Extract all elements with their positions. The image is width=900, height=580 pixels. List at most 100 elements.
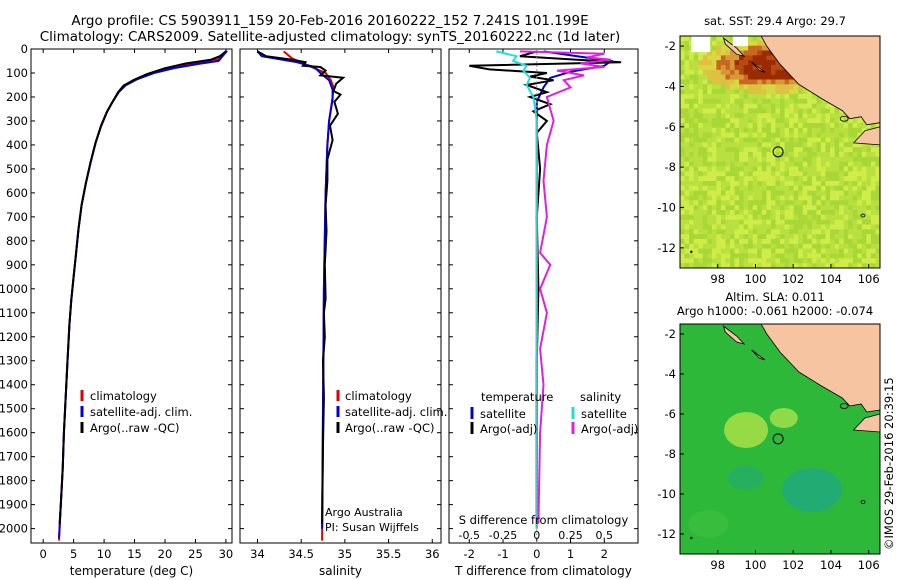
sst-cell — [793, 84, 799, 90]
sst-cell — [730, 65, 735, 71]
sst-cell — [720, 195, 726, 201]
sst-cell — [739, 176, 744, 182]
sst-cell — [711, 161, 717, 167]
sst-cell — [707, 118, 713, 124]
island — [751, 349, 766, 361]
sst-cell — [798, 200, 804, 206]
sst-cell — [720, 205, 726, 211]
sst-cell — [711, 113, 717, 119]
sst-cell — [684, 65, 690, 71]
sst-cell — [711, 147, 717, 153]
sst-cell — [702, 152, 708, 158]
sst-cell — [689, 89, 694, 95]
sst-cell — [748, 229, 754, 235]
sst-cell — [730, 40, 735, 46]
sst-cell — [875, 214, 880, 220]
sst-cell — [684, 50, 690, 56]
sst-cell — [798, 152, 804, 158]
sst-cell — [689, 200, 694, 206]
sst-cell — [739, 185, 744, 191]
sst-cell — [789, 137, 794, 143]
sst-cell — [820, 224, 826, 230]
sst-cell — [811, 103, 817, 109]
sst-cell — [689, 137, 694, 143]
sst-cell — [807, 108, 813, 114]
sst-cell — [730, 185, 735, 191]
sst-cell — [707, 219, 713, 225]
sst-cell — [707, 89, 713, 95]
sst-cell — [766, 200, 772, 206]
sst-cell — [680, 132, 685, 138]
sst-cell — [711, 94, 717, 100]
sst-cell — [839, 205, 844, 211]
sst-cell — [752, 195, 758, 201]
sst-cell — [720, 123, 726, 129]
sst-cell — [748, 50, 754, 56]
sst-cell — [866, 239, 872, 245]
sst-cell — [820, 171, 826, 177]
sst-cell — [784, 118, 790, 124]
sst-cell — [793, 248, 799, 254]
sst-cell — [757, 74, 763, 80]
sst-cell — [816, 205, 822, 211]
sst-cell — [698, 147, 704, 153]
sst-cell — [798, 263, 804, 268]
sst-cell — [725, 147, 731, 153]
sst-cell — [743, 89, 749, 95]
sst-cell — [698, 118, 704, 124]
sst-cell — [757, 65, 763, 71]
sst-cell — [807, 94, 813, 100]
sst-cell — [870, 161, 876, 167]
sst-cell — [852, 224, 858, 230]
sst-cell — [707, 166, 713, 172]
sst-cell — [757, 103, 763, 109]
sst-cell — [707, 55, 713, 61]
sst-cell — [875, 253, 880, 259]
sst-cell — [870, 200, 876, 206]
sst-cell — [775, 113, 781, 119]
sst-cell — [702, 239, 708, 245]
sst-cell — [816, 243, 822, 249]
sst-cell — [852, 171, 858, 177]
sst-cell — [748, 171, 754, 177]
sst-cell — [789, 142, 794, 148]
sst-cell — [830, 103, 835, 109]
sst-cell — [711, 89, 717, 95]
sst-cell — [852, 205, 858, 211]
sst-cell — [798, 229, 804, 235]
sst-cell — [816, 258, 822, 264]
sst-cell — [716, 94, 722, 100]
sst-cell — [843, 234, 849, 240]
top-tick-label: -0.25 — [489, 529, 517, 542]
sst-cell — [775, 258, 781, 264]
sst-cell — [698, 239, 704, 245]
sst-cell — [725, 74, 731, 80]
sst-cell — [861, 258, 867, 264]
sst-cell — [743, 200, 749, 206]
top-axis-label: S difference from climatology — [459, 513, 629, 527]
sst-cell — [852, 210, 858, 216]
sst-cell — [680, 258, 685, 264]
sst-cell — [716, 45, 722, 51]
sst-cell — [739, 258, 744, 264]
sst-cell — [693, 253, 699, 259]
sst-cell — [702, 171, 708, 177]
sst-cell — [752, 210, 758, 216]
sst-cell — [730, 123, 735, 129]
sst-cell — [848, 239, 854, 245]
sst-cell — [730, 132, 735, 138]
sst-cell — [748, 118, 754, 124]
sst-cell — [734, 142, 740, 148]
sst-cell — [730, 210, 735, 216]
sst-cell — [780, 239, 785, 245]
sst-cell — [857, 127, 863, 133]
sst-cell — [825, 108, 831, 114]
sst-cell — [875, 234, 880, 240]
sst-cell — [689, 176, 694, 182]
sst-cell — [698, 214, 704, 220]
sst-cell — [848, 263, 854, 268]
x-tick-label: -1 — [497, 547, 508, 561]
sst-cell — [875, 219, 880, 225]
sst-cell — [752, 50, 758, 56]
sst-cell — [761, 176, 767, 182]
